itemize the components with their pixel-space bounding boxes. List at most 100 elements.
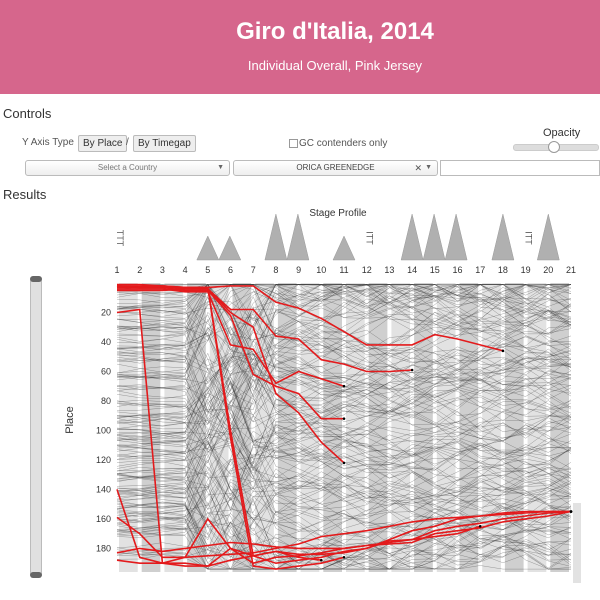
rider-line xyxy=(116,284,572,351)
country-select-placeholder: Select a Country xyxy=(97,163,158,172)
place-tick-label: 40 xyxy=(101,337,111,347)
rider-line xyxy=(116,322,572,558)
stage-profile: TTT ITT ITT xyxy=(115,213,560,261)
clear-icon[interactable]: ✕ xyxy=(414,163,422,173)
rider-line xyxy=(116,485,572,552)
stage-profile-mountain xyxy=(218,235,242,261)
rider-lines xyxy=(116,284,572,570)
stage-tick-label: 7 xyxy=(251,265,256,275)
place-tick-label: 20 xyxy=(101,307,111,317)
rider-line xyxy=(116,353,572,422)
rider-line xyxy=(116,431,572,488)
rider-endpoint xyxy=(410,368,414,372)
rider-line xyxy=(116,354,572,481)
rider-endpoint xyxy=(342,461,346,465)
gc-contenders-checkbox[interactable] xyxy=(289,139,298,148)
rider-line xyxy=(116,332,572,392)
rider-endpoint xyxy=(569,510,573,513)
rider-line xyxy=(116,284,572,393)
place-tick-label: 120 xyxy=(96,455,111,465)
opacity-label: Opacity xyxy=(543,127,581,139)
stage-tick-label: 5 xyxy=(205,265,210,275)
stage-profile-itt-label: ITT xyxy=(524,231,534,245)
rider-line xyxy=(116,317,572,409)
chevron-down-icon: ▼ xyxy=(425,164,432,171)
rider-line xyxy=(116,306,572,399)
rider-line xyxy=(116,345,572,519)
highlighted-rider-line xyxy=(116,510,571,559)
rider-line xyxy=(116,284,572,349)
rider-endpoint xyxy=(501,349,505,353)
rider-line xyxy=(116,501,572,570)
rider-line xyxy=(116,435,572,523)
rider-line xyxy=(116,340,572,410)
rider-line xyxy=(116,398,572,527)
opacity-slider-knob[interactable] xyxy=(548,141,561,153)
stage-band xyxy=(414,283,433,572)
rider-line xyxy=(116,284,572,398)
rider-line xyxy=(116,284,571,363)
stage-tick-label: 10 xyxy=(316,265,326,275)
team-select-value: ORICA GREENEDGE xyxy=(296,163,375,172)
rider-line xyxy=(116,380,572,475)
rider-line xyxy=(116,458,572,532)
rider-line xyxy=(116,284,572,319)
stage-profile-mountain xyxy=(196,235,220,261)
team-select[interactable]: ORICA GREENEDGE ✕ ▼ xyxy=(233,160,438,176)
rider-search-input[interactable] xyxy=(440,160,600,176)
rider-line xyxy=(116,424,572,557)
rider-line xyxy=(116,403,572,512)
stage-profile-mountain xyxy=(332,235,356,261)
rider-line xyxy=(116,504,572,570)
country-select[interactable]: Select a Country ▼ xyxy=(25,160,230,176)
rider-line xyxy=(116,462,572,557)
rider-line xyxy=(116,318,572,480)
place-tick-label: 80 xyxy=(101,396,111,406)
stage-band xyxy=(527,283,547,572)
rider-line xyxy=(116,344,572,444)
stage-profile-mountain xyxy=(536,213,560,261)
stage-tick-label: 11 xyxy=(339,265,348,275)
axis-type-separator: / xyxy=(126,137,129,148)
controls-heading: Controls xyxy=(3,106,52,121)
stage-tick-label: 12 xyxy=(362,265,372,275)
rider-line xyxy=(116,357,572,479)
place-range-bottom-handle[interactable] xyxy=(30,572,42,578)
rider-line xyxy=(116,317,572,423)
rider-line xyxy=(116,284,572,379)
stage-profile-mountain xyxy=(422,213,446,261)
page-title: Giro d'Italia, 2014 xyxy=(236,18,434,45)
rider-line xyxy=(116,359,572,436)
highlighted-rider-line xyxy=(116,510,572,567)
rider-line xyxy=(116,356,572,561)
place-range-slider[interactable] xyxy=(30,276,42,578)
place-range-top-handle[interactable] xyxy=(30,276,42,282)
highlighted-rider-lines xyxy=(116,283,573,570)
stage-tick-label: 4 xyxy=(183,265,188,275)
rider-line xyxy=(116,284,572,337)
rider-line xyxy=(116,376,572,467)
rider-line xyxy=(116,397,572,469)
rider-line xyxy=(116,284,572,435)
by-timegap-button[interactable]: By Timegap xyxy=(133,135,196,152)
rider-line xyxy=(116,284,572,337)
stage-tick-label: 19 xyxy=(521,265,531,275)
rider-line xyxy=(116,355,572,504)
by-place-button[interactable]: By Place xyxy=(78,135,128,152)
rider-endpoint xyxy=(478,524,482,528)
stage-tick-label: 21 xyxy=(566,265,576,275)
rider-line xyxy=(116,402,572,472)
rider-line xyxy=(116,473,572,541)
rider-line xyxy=(116,377,572,557)
rider-line xyxy=(116,502,572,570)
rider-line xyxy=(116,327,572,436)
rider-line xyxy=(116,479,572,570)
highlighted-rider-line xyxy=(116,489,481,565)
rider-line xyxy=(116,516,572,570)
page-header: Giro d'Italia, 2014 Individual Overall, … xyxy=(0,0,600,94)
highlighted-rider-line xyxy=(117,283,345,464)
rider-line xyxy=(116,503,572,570)
place-tick-label: 100 xyxy=(96,425,111,435)
stage-profile-mountain xyxy=(491,213,515,261)
rider-line xyxy=(116,422,572,489)
